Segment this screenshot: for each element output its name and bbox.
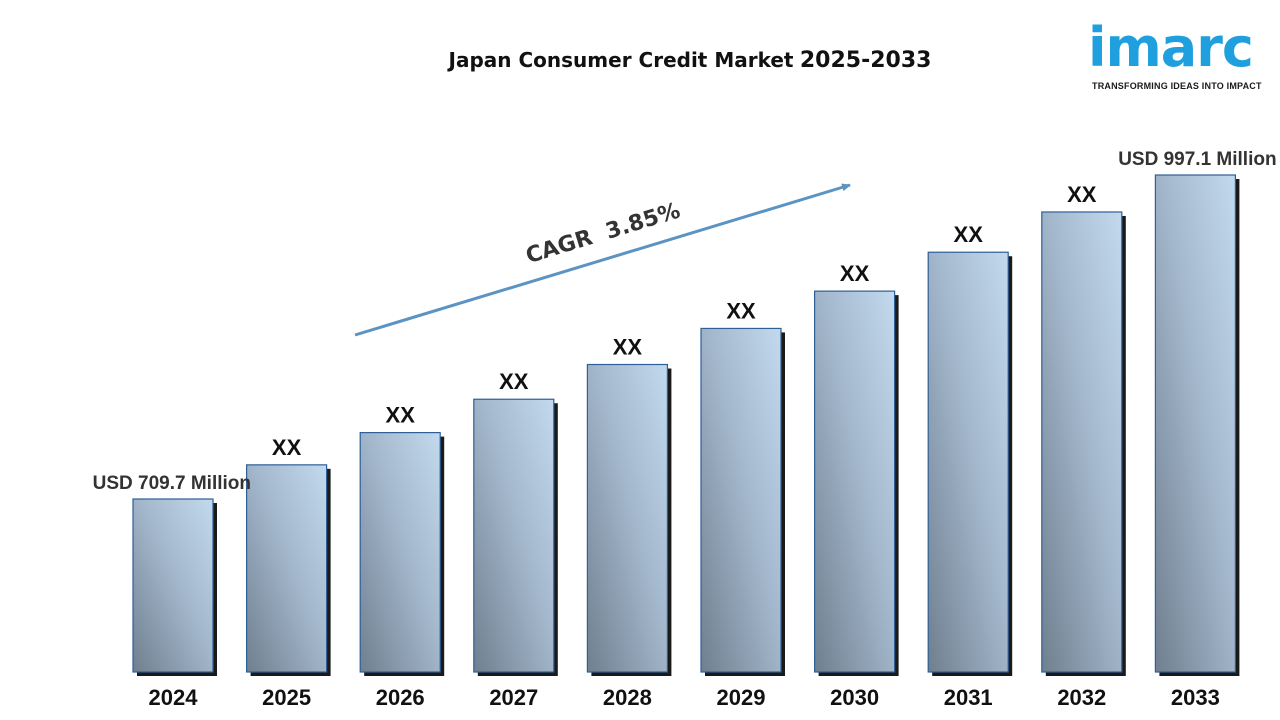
x-tick-2024: 2024 <box>149 685 199 710</box>
x-tick-2026: 2026 <box>376 685 425 710</box>
chart-title: Japan Consumer Credit Market 2025-2033 <box>0 48 1280 73</box>
x-tick-2030: 2030 <box>830 685 879 710</box>
data-label-2032: XX <box>1067 182 1097 207</box>
data-label-2028: XX <box>613 335 643 360</box>
data-label-2025: XX <box>272 435 302 460</box>
bar-2024 <box>132 498 214 673</box>
bar-2031 <box>927 251 1009 673</box>
data-label-2030: XX <box>840 261 870 286</box>
logo-tagline: TRANSFORMING IDEAS INTO IMPACT <box>1092 81 1262 91</box>
title-main: Japan Consumer Credit Market <box>448 48 794 72</box>
x-tick-labels-group: 2024 2025 2026 2027 2028 2029 2030 2031 2032 2033 <box>149 685 1220 710</box>
x-tick-2025: 2025 <box>262 685 311 710</box>
data-labels-group: USD 709.7 Million XX XX XX XX XX XX XX XX USD 997… <box>93 149 1277 494</box>
bar-2025 <box>246 464 328 673</box>
x-tick-2029: 2029 <box>717 685 766 710</box>
data-label-2033: USD 997.1 Million <box>1118 149 1276 170</box>
x-tick-2031: 2031 <box>944 685 993 710</box>
bar-2026 <box>359 431 441 673</box>
bar-2032 <box>1041 211 1123 673</box>
x-tick-2032: 2032 <box>1057 685 1106 710</box>
data-label-2027: XX <box>499 369 529 394</box>
x-tick-2033: 2033 <box>1171 685 1220 710</box>
data-label-2029: XX <box>726 298 756 323</box>
bar-2030 <box>813 290 896 673</box>
cagr-arrow <box>354 183 851 337</box>
bar-2027 <box>473 398 555 673</box>
title-years: 2025-2033 <box>799 48 932 73</box>
data-label-2031: XX <box>954 222 984 247</box>
bars-group <box>132 174 1240 676</box>
data-label-2024: USD 709.7 Million <box>93 473 251 494</box>
imarc-logo: imarc TRANSFORMING IDEAS INTO IMPACT <box>1088 18 1268 98</box>
data-label-2026: XX <box>386 403 416 428</box>
x-tick-2028: 2028 <box>603 685 652 710</box>
bar-2028 <box>586 363 669 673</box>
x-tick-2027: 2027 <box>489 685 538 710</box>
bar-2029 <box>700 327 782 673</box>
bar-2033 <box>1154 174 1237 673</box>
logo-word: imarc <box>1088 16 1254 79</box>
